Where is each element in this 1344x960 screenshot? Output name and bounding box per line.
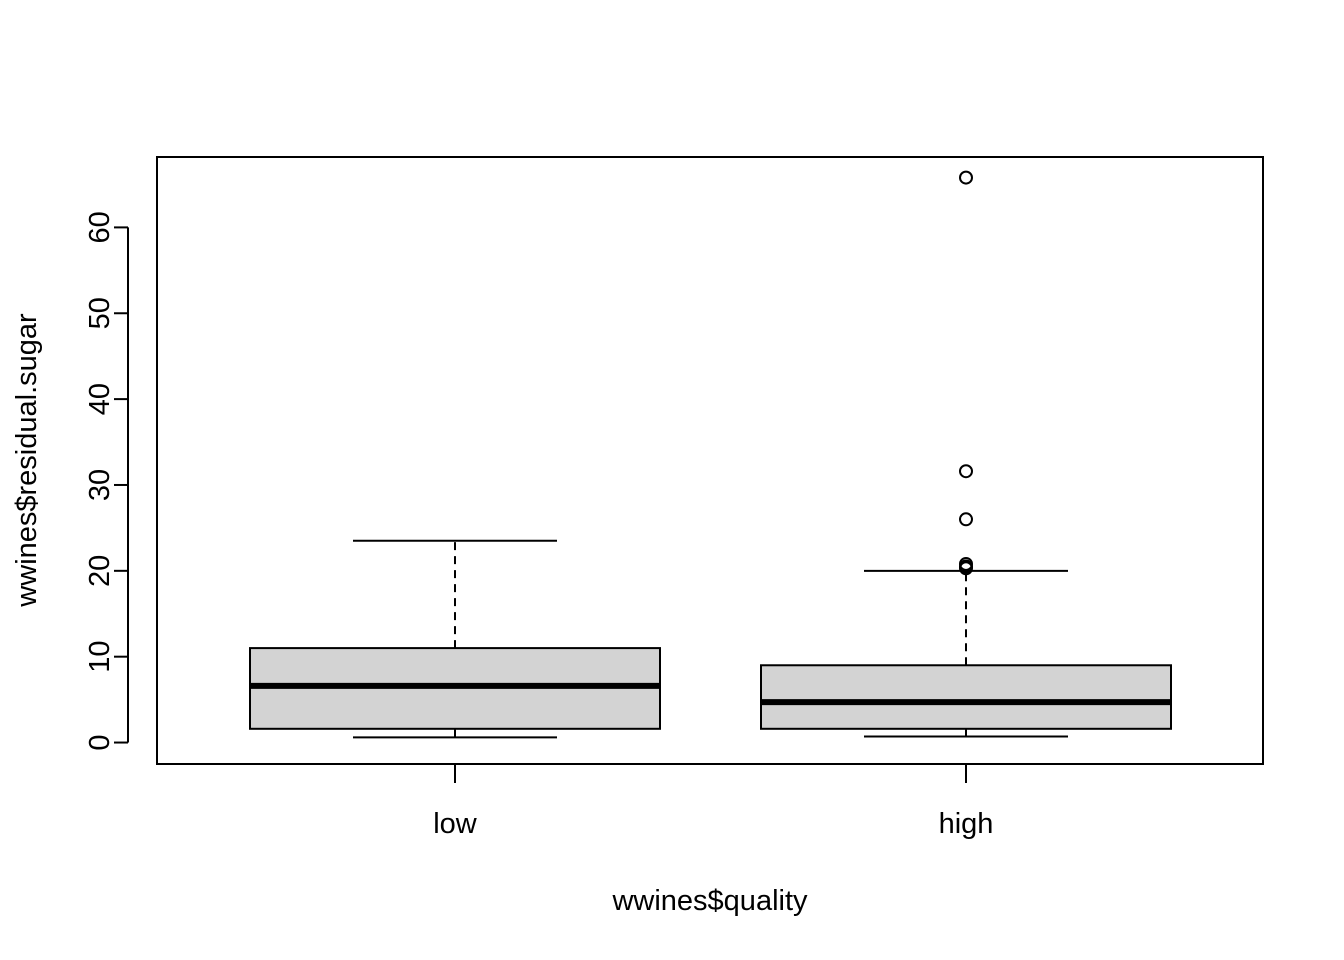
y-tick-label: 10: [84, 641, 116, 673]
plot-frame: [156, 156, 1264, 765]
y-tick-label: 60: [84, 211, 116, 243]
box-high: [760, 170, 1172, 738]
y-tick-label: 50: [84, 297, 116, 329]
x-tick-label: high: [939, 808, 994, 840]
y-tick-label: 0: [84, 734, 116, 750]
box-low: [249, 539, 661, 739]
outlier-point: [959, 170, 973, 185]
y-tick-label: 30: [84, 469, 116, 501]
y-axis-label: wwines$residual.sugar: [11, 313, 43, 608]
iqr-box: [760, 664, 1172, 730]
x-axis: low high: [433, 764, 993, 840]
x-axis-label: wwines$quality: [611, 885, 808, 917]
y-tick-label: 40: [84, 383, 116, 415]
boxes-layer: [249, 170, 1172, 739]
y-tick-label: 20: [84, 555, 116, 587]
outlier-point: [959, 464, 973, 479]
x-tick-label: low: [433, 808, 478, 840]
outlier-point: [959, 556, 973, 571]
y-axis: 0 10 20 30 40 50 60: [84, 211, 129, 751]
outlier-point: [959, 512, 973, 527]
